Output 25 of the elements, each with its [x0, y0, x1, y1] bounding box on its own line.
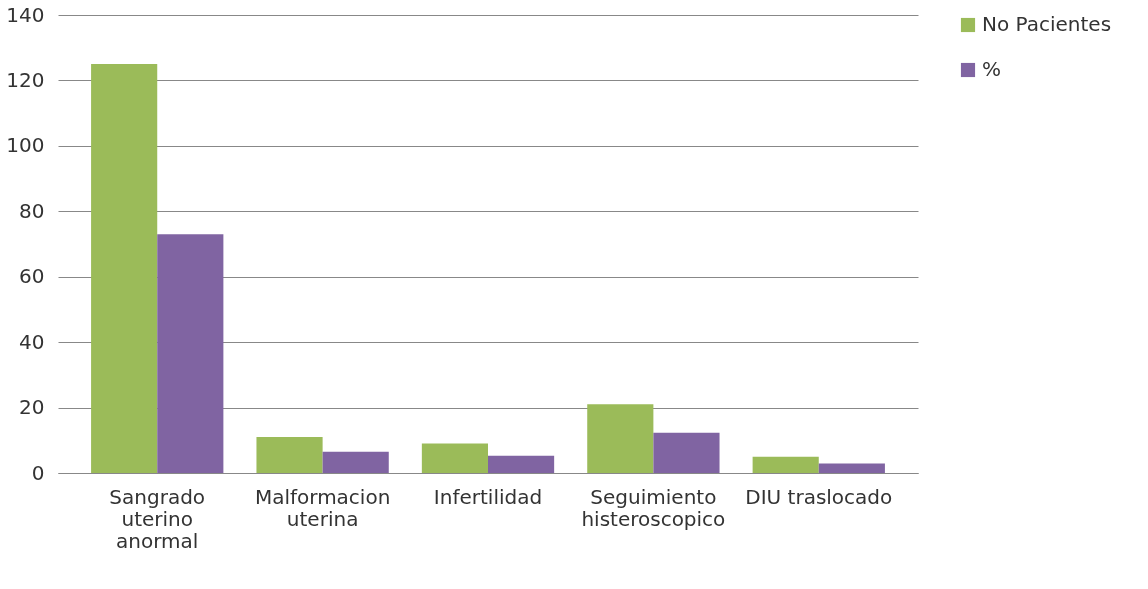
legend-label: %: [982, 57, 1002, 81]
x-tick-label: Infertilidad: [433, 484, 543, 509]
y-tick-label: 80: [19, 198, 45, 223]
x-tick-label: DIU traslocado: [745, 484, 893, 509]
bar: [818, 463, 885, 473]
bar: [157, 234, 224, 473]
legend-label: No Pacientes: [982, 12, 1112, 36]
y-tick-label: 140: [6, 2, 45, 27]
x-tick-label: Malformacion uterina: [254, 484, 391, 531]
y-tick-label: 60: [19, 264, 45, 289]
bar: [91, 64, 158, 473]
y-tick-label: 120: [6, 67, 45, 92]
y-tick-label: 40: [19, 329, 45, 354]
bar: [421, 443, 488, 473]
bar: [256, 437, 323, 473]
x-tick-label: Sangrado uterino anormal: [109, 484, 206, 553]
bar: [322, 451, 389, 473]
y-tick-label: 20: [19, 395, 45, 420]
x-tick-label: Seguimiento histeroscopico: [581, 484, 726, 531]
bar: [488, 455, 555, 473]
bar: [587, 404, 654, 473]
bar: [752, 456, 819, 473]
y-tick-label: 100: [6, 133, 45, 158]
y-tick-label: 0: [31, 460, 45, 485]
bar: [653, 432, 720, 473]
